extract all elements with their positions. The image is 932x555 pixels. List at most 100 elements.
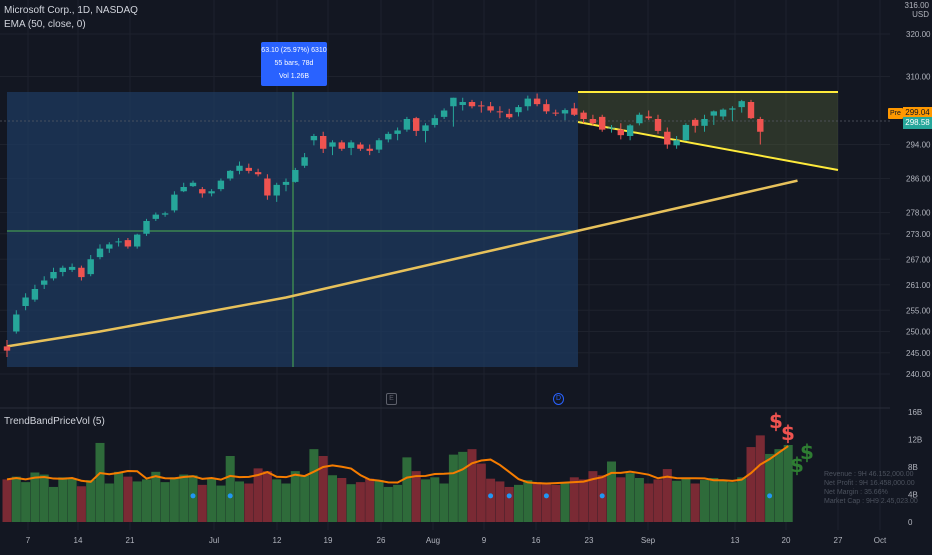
- volume-bar[interactable]: [467, 449, 477, 522]
- volume-bar[interactable]: [300, 475, 310, 522]
- volume-bar[interactable]: [49, 486, 58, 522]
- volume-bar[interactable]: [607, 461, 616, 523]
- candle[interactable]: [747, 102, 755, 119]
- volume-bar[interactable]: [132, 481, 142, 522]
- volume-bar[interactable]: [346, 484, 356, 522]
- candle[interactable]: [654, 119, 662, 131]
- candle[interactable]: [115, 241, 122, 243]
- volume-bar[interactable]: [365, 478, 375, 522]
- candle[interactable]: [59, 267, 66, 272]
- ema-legend[interactable]: EMA (50, close, 0): [4, 19, 86, 30]
- candle[interactable]: [338, 142, 345, 149]
- volume-bar[interactable]: [328, 475, 337, 522]
- candle[interactable]: [543, 104, 550, 112]
- volume-bar[interactable]: [560, 482, 570, 522]
- candle[interactable]: [357, 144, 364, 149]
- volume-bar[interactable]: [67, 478, 77, 522]
- candle[interactable]: [22, 297, 29, 307]
- candle[interactable]: [450, 97, 457, 107]
- candle[interactable]: [608, 127, 615, 129]
- candle[interactable]: [96, 248, 104, 258]
- candle[interactable]: [134, 234, 141, 247]
- volume-bar[interactable]: [272, 479, 282, 522]
- candle[interactable]: [682, 124, 690, 141]
- candle[interactable]: [143, 221, 150, 234]
- volume-bar[interactable]: [644, 483, 654, 523]
- volume-bar[interactable]: [690, 483, 700, 523]
- candle[interactable]: [3, 346, 11, 351]
- volume-bar[interactable]: [58, 477, 68, 522]
- candle[interactable]: [496, 111, 504, 113]
- candle[interactable]: [738, 101, 745, 108]
- candle[interactable]: [273, 184, 280, 196]
- candle[interactable]: [50, 272, 57, 279]
- volume-bar[interactable]: [207, 478, 217, 522]
- candle[interactable]: [180, 187, 187, 192]
- volume-bar[interactable]: [383, 486, 393, 522]
- volume-bar[interactable]: [737, 477, 747, 522]
- symbol-legend[interactable]: Microsoft Corp., 1D, NASDAQ: [4, 5, 138, 16]
- volume-bar[interactable]: [169, 477, 179, 522]
- volume-bar[interactable]: [290, 471, 300, 522]
- candle[interactable]: [106, 244, 113, 249]
- candle[interactable]: [571, 108, 578, 115]
- volume-bar[interactable]: [541, 483, 551, 523]
- candle[interactable]: [68, 266, 76, 270]
- candle[interactable]: [385, 133, 392, 140]
- volume-bar[interactable]: [225, 456, 235, 522]
- candle[interactable]: [599, 116, 606, 130]
- volume-bar[interactable]: [244, 483, 254, 523]
- candle[interactable]: [645, 116, 652, 119]
- volume-bar[interactable]: [151, 471, 161, 522]
- volume-bar[interactable]: [495, 481, 505, 522]
- candle[interactable]: [301, 157, 308, 166]
- volume-bar[interactable]: [486, 478, 496, 522]
- candle[interactable]: [468, 102, 476, 107]
- candle[interactable]: [533, 98, 541, 105]
- volume-bar[interactable]: [579, 479, 589, 522]
- candle[interactable]: [552, 112, 559, 114]
- candle[interactable]: [413, 118, 420, 131]
- candle[interactable]: [440, 110, 448, 117]
- candle[interactable]: [152, 214, 159, 219]
- candle[interactable]: [626, 125, 634, 136]
- candle[interactable]: [524, 98, 531, 107]
- candle[interactable]: [506, 113, 513, 118]
- candle[interactable]: [13, 314, 20, 332]
- candle[interactable]: [719, 109, 727, 117]
- candle[interactable]: [701, 119, 708, 126]
- candle[interactable]: [515, 107, 522, 113]
- volume-bar[interactable]: [588, 471, 598, 522]
- candle[interactable]: [310, 136, 318, 141]
- candle[interactable]: [561, 110, 569, 114]
- candle[interactable]: [41, 280, 48, 285]
- candle[interactable]: [161, 213, 169, 215]
- volume-bar[interactable]: [123, 476, 133, 522]
- volume-bar[interactable]: [727, 482, 737, 522]
- volume-bar[interactable]: [197, 484, 207, 522]
- candle[interactable]: [459, 102, 466, 105]
- candle[interactable]: [692, 119, 699, 126]
- candle[interactable]: [580, 112, 587, 119]
- volume-bar[interactable]: [523, 480, 533, 522]
- volume-bar[interactable]: [700, 480, 709, 522]
- volume-bar[interactable]: [430, 477, 440, 522]
- volume-bar[interactable]: [718, 480, 728, 522]
- volume-bar[interactable]: [114, 471, 124, 522]
- candle[interactable]: [217, 180, 225, 190]
- dividend-event-icon[interactable]: D: [553, 393, 564, 405]
- candle[interactable]: [329, 142, 336, 147]
- volume-bar[interactable]: [216, 485, 226, 522]
- volume-bar[interactable]: [597, 475, 607, 522]
- volume-bar[interactable]: [235, 481, 244, 522]
- volume-bar[interactable]: [532, 482, 542, 522]
- candle[interactable]: [403, 119, 411, 130]
- candle[interactable]: [487, 106, 494, 111]
- volume-bar[interactable]: [188, 475, 198, 522]
- volume-bar[interactable]: [281, 483, 291, 523]
- candle[interactable]: [664, 131, 671, 145]
- volume-bar[interactable]: [672, 480, 682, 522]
- volume-bar[interactable]: [142, 479, 151, 522]
- volume-bar[interactable]: [39, 474, 49, 522]
